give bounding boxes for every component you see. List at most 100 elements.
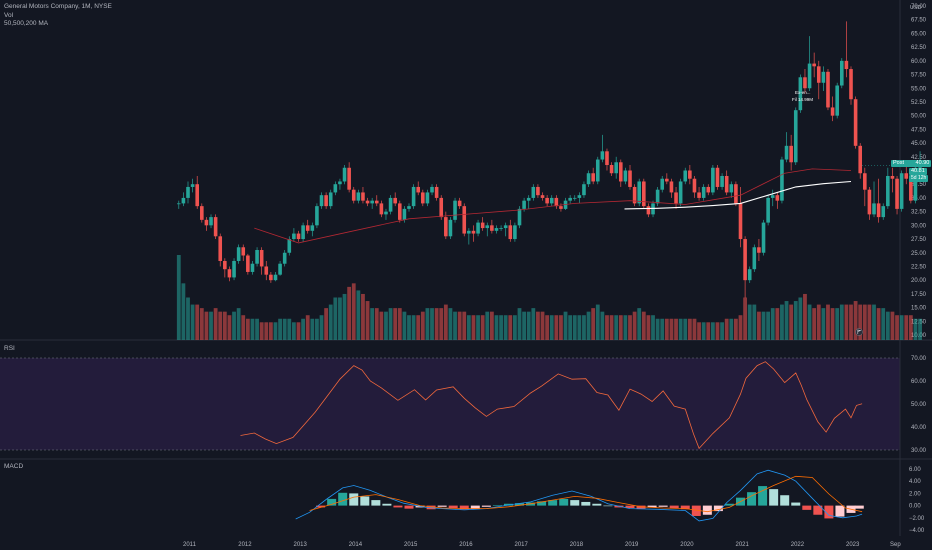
candle-body bbox=[711, 167, 715, 193]
volume-bar bbox=[853, 301, 858, 340]
symbol-title[interactable]: General Motors Company, 1M, NYSE bbox=[4, 3, 112, 10]
candle-body bbox=[264, 266, 269, 275]
volume-bar bbox=[803, 293, 807, 340]
volume-bar bbox=[729, 318, 734, 340]
ma-200-line bbox=[624, 180, 852, 210]
candle-body bbox=[425, 192, 430, 204]
volume-bar bbox=[512, 315, 517, 340]
candle-body bbox=[766, 197, 770, 223]
macd-tick-label: 2.00 bbox=[909, 491, 921, 497]
candle-body bbox=[490, 225, 494, 231]
candle-body bbox=[830, 107, 835, 116]
volume-bar bbox=[393, 308, 398, 340]
candle-body bbox=[674, 192, 678, 204]
candle bbox=[365, 197, 370, 207]
volume-bar bbox=[816, 304, 821, 340]
candle bbox=[752, 244, 757, 272]
volume-bar bbox=[678, 318, 683, 340]
volume-bar bbox=[623, 315, 628, 340]
macd-histogram-bar bbox=[713, 505, 723, 512]
macd-histogram-bar bbox=[658, 505, 668, 507]
candle bbox=[176, 200, 181, 209]
candle-body bbox=[536, 186, 540, 196]
candle-body bbox=[526, 197, 531, 201]
candle-body bbox=[457, 200, 462, 207]
volume-bar bbox=[545, 315, 550, 340]
ma-legend[interactable]: 50,500,200 MA bbox=[4, 20, 49, 27]
macd-label[interactable]: MACD bbox=[4, 463, 24, 470]
volume-bar bbox=[669, 318, 674, 340]
volume-bar bbox=[342, 293, 347, 340]
volume-bar bbox=[572, 315, 577, 340]
candle-body bbox=[190, 184, 195, 187]
volume-bar bbox=[301, 318, 306, 340]
candle-body bbox=[738, 203, 743, 240]
volume-bar bbox=[559, 315, 563, 340]
time-tick-label: 2022 bbox=[791, 542, 805, 548]
candle bbox=[227, 266, 232, 282]
candle-body bbox=[609, 165, 614, 174]
candle bbox=[678, 178, 683, 207]
candle bbox=[895, 175, 899, 215]
candles bbox=[176, 21, 922, 298]
candle bbox=[770, 189, 775, 207]
candle-body bbox=[872, 203, 876, 215]
volume-bar bbox=[784, 301, 789, 340]
volume-bar bbox=[830, 308, 835, 340]
candle bbox=[503, 222, 508, 237]
time-tick-label: 2016 bbox=[459, 542, 473, 548]
time-tick-label: 2021 bbox=[736, 542, 750, 548]
candle bbox=[646, 203, 651, 218]
volume-bar bbox=[849, 304, 853, 340]
volume-bar bbox=[798, 297, 803, 340]
candle bbox=[734, 181, 738, 207]
candle-body bbox=[218, 236, 223, 261]
candle-body bbox=[176, 203, 181, 205]
volume-bar bbox=[324, 308, 329, 340]
candle bbox=[743, 236, 747, 298]
candle-body bbox=[499, 228, 503, 229]
volume-bar bbox=[434, 308, 439, 340]
candle-body bbox=[858, 145, 863, 174]
candle-body bbox=[789, 145, 793, 163]
macd-histogram-bar bbox=[603, 505, 613, 507]
candle bbox=[328, 189, 333, 209]
dividend-annotation-line1: Ex-en... bbox=[795, 90, 811, 95]
candle-body bbox=[895, 178, 899, 209]
candle-body bbox=[605, 151, 609, 166]
flag-icon[interactable] bbox=[855, 328, 863, 336]
candle bbox=[540, 192, 545, 201]
candle-body bbox=[223, 260, 227, 270]
time-tick-label: 2020 bbox=[680, 542, 694, 548]
candle-body bbox=[356, 192, 361, 201]
rsi-label[interactable]: RSI bbox=[4, 345, 15, 352]
price-tick-label: 60.00 bbox=[911, 59, 927, 65]
candle bbox=[623, 167, 628, 185]
candle bbox=[379, 200, 384, 218]
macd-histogram-bar bbox=[548, 500, 558, 506]
volume-legend[interactable]: Vol bbox=[4, 11, 14, 19]
candle-body bbox=[752, 247, 757, 270]
dividend-annotation-line2: Fil 14.99M bbox=[792, 97, 814, 102]
volume-bar bbox=[420, 311, 425, 340]
candle bbox=[586, 170, 591, 187]
volume-bar bbox=[411, 315, 416, 340]
volume-bar bbox=[503, 315, 508, 340]
candle-body bbox=[448, 219, 453, 237]
volume-bar bbox=[646, 315, 651, 340]
candle-body bbox=[821, 71, 826, 83]
volume-bar bbox=[807, 304, 812, 340]
volume-bar bbox=[305, 315, 310, 340]
candle-body bbox=[315, 206, 319, 226]
candle bbox=[536, 184, 540, 198]
macd-line bbox=[295, 469, 863, 522]
candle bbox=[259, 247, 264, 275]
candle bbox=[282, 250, 287, 267]
volume-bar bbox=[181, 283, 186, 340]
volume-bar bbox=[250, 318, 255, 340]
candle bbox=[471, 225, 476, 242]
volume-bar bbox=[789, 304, 794, 340]
candle-body bbox=[259, 250, 264, 267]
candle-body bbox=[899, 173, 904, 209]
